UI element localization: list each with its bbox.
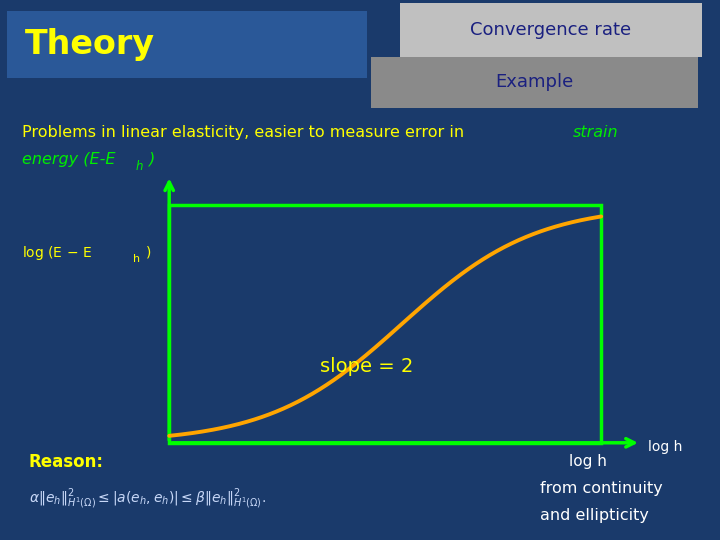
Text: strain: strain	[573, 125, 618, 140]
Text: Convergence rate: Convergence rate	[470, 21, 631, 39]
Text: ): )	[145, 246, 150, 260]
Text: log (E $-$ E: log (E $-$ E	[22, 244, 91, 262]
Text: Reason:: Reason:	[29, 453, 104, 471]
Text: energy (E-E: energy (E-E	[22, 152, 115, 167]
Text: log h: log h	[648, 440, 683, 454]
Bar	[169, 205, 601, 443]
Text: ): )	[149, 152, 156, 167]
Text: h: h	[135, 160, 143, 173]
Bar	[400, 3, 702, 57]
Text: $\alpha \Vert e_h \Vert^2_{H^1(\Omega)} \leq |a(e_h,e_h)| \leq \beta \Vert e_h \: $\alpha \Vert e_h \Vert^2_{H^1(\Omega)} …	[29, 487, 266, 512]
Text: from continuity: from continuity	[540, 481, 662, 496]
Bar	[7, 11, 367, 78]
Bar	[371, 57, 698, 108]
Text: h: h	[133, 254, 140, 264]
Text: Example: Example	[495, 73, 573, 91]
Text: and ellipticity: and ellipticity	[540, 508, 649, 523]
Text: slope = 2: slope = 2	[320, 357, 414, 376]
Text: Problems in linear elasticity, easier to measure error in: Problems in linear elasticity, easier to…	[22, 125, 469, 140]
Text: Theory: Theory	[25, 28, 156, 62]
Text: log h: log h	[569, 454, 607, 469]
